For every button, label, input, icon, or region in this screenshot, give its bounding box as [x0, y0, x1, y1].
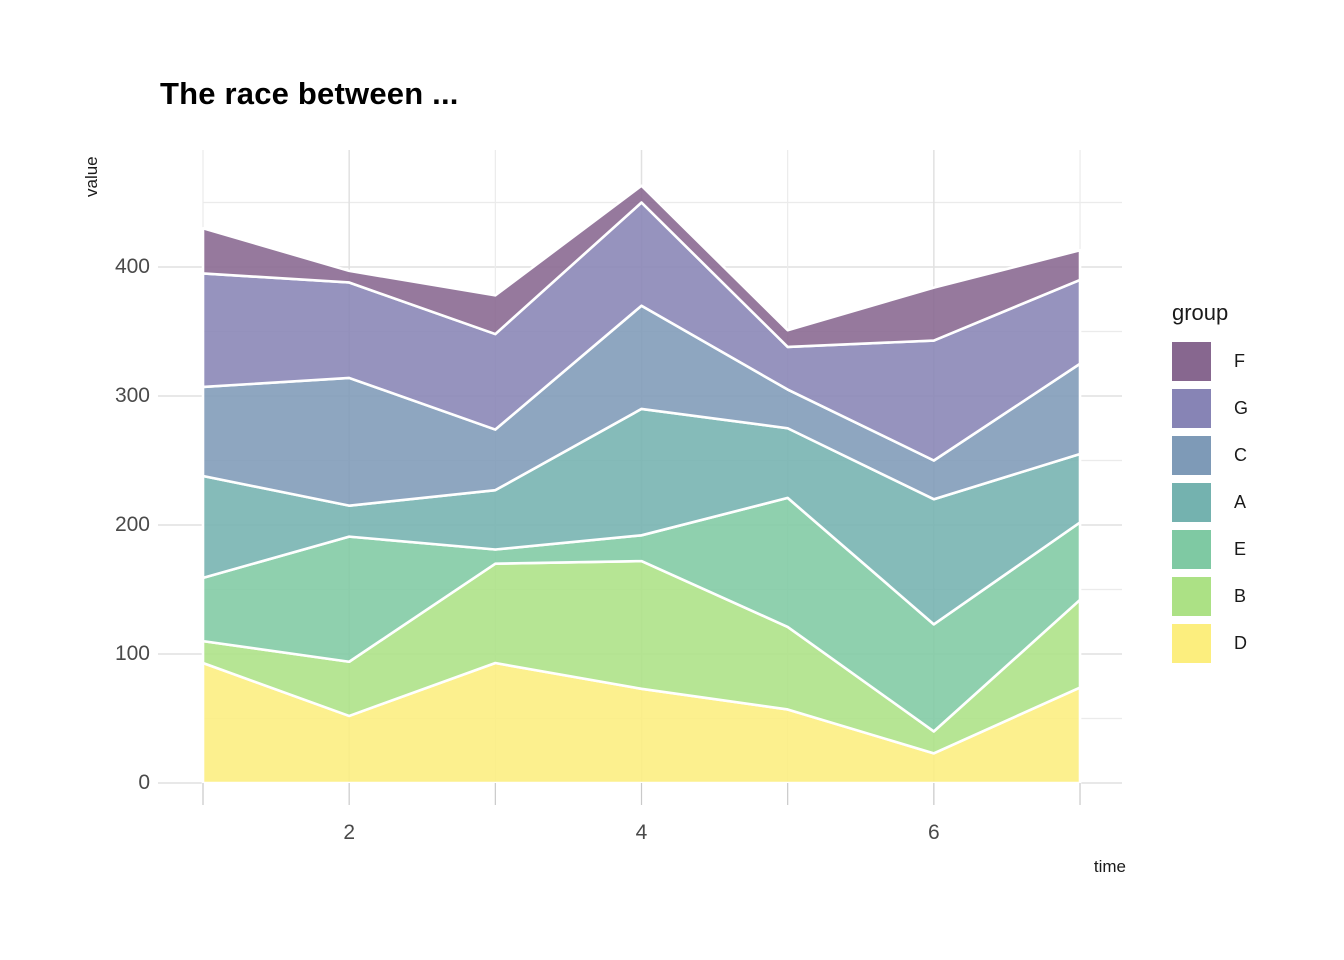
legend-label-B: B [1234, 586, 1247, 606]
legend-swatch-A [1172, 483, 1211, 522]
chart-title: The race between ... [160, 76, 459, 111]
legend-item-B: B [1172, 577, 1248, 616]
legend-items: F G C A E B D [1172, 342, 1248, 663]
legend-label-E: E [1234, 539, 1247, 559]
y-tick-label-400: 400 [114, 255, 150, 278]
y-tick-label-100: 100 [114, 642, 150, 665]
x-axis-title: time [1093, 857, 1126, 876]
area-F [201, 184, 1082, 349]
legend-swatch-C [1172, 436, 1211, 475]
legend-swatch-E [1172, 530, 1211, 569]
legend: group F G C A E B D [1172, 300, 1248, 671]
legend-item-D: D [1172, 624, 1248, 663]
legend-item-A: A [1172, 483, 1248, 522]
legend-swatch-D [1172, 624, 1211, 663]
legend-item-G: G [1172, 389, 1248, 428]
legend-title: group [1172, 300, 1229, 325]
legend-label-D: D [1234, 633, 1247, 653]
legend-swatch-B [1172, 577, 1211, 616]
legend-item-C: C [1172, 436, 1248, 475]
legend-swatch-G [1172, 389, 1211, 428]
legend-item-E: E [1172, 530, 1248, 569]
legend-label-C: C [1234, 445, 1247, 465]
legend-swatch-F [1172, 342, 1211, 381]
legend-label-A: A [1234, 492, 1247, 512]
y-tick-label-200: 200 [114, 513, 150, 536]
legend-label-F: F [1234, 351, 1245, 371]
y-tick-label-300: 300 [114, 384, 150, 407]
x-tick-label-4: 4 [635, 821, 648, 844]
legend-label-G: G [1234, 398, 1249, 418]
x-tick-label-6: 6 [928, 821, 940, 844]
legend-item-F: F [1172, 342, 1248, 381]
x-tick-label-2: 2 [343, 821, 355, 844]
y-tick-label-0: 0 [138, 771, 150, 794]
